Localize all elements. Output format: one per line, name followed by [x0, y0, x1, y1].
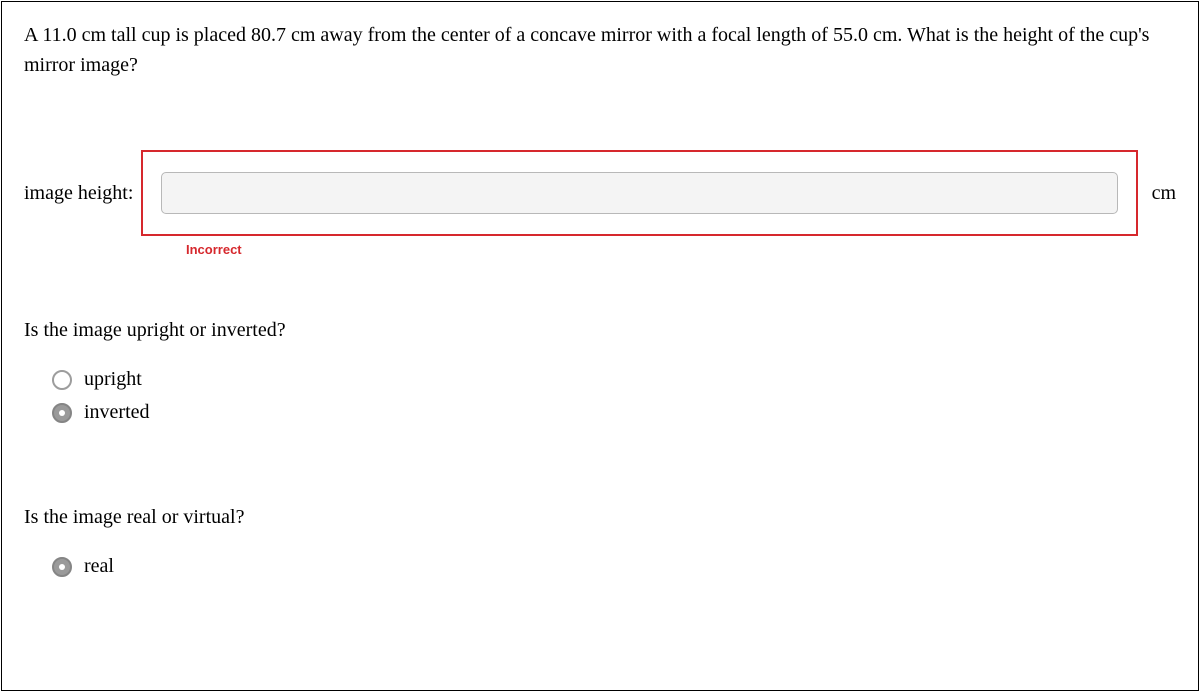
option-label: inverted	[84, 401, 150, 424]
answer-unit: cm	[1152, 182, 1176, 205]
question-text: A 11.0 cm tall cup is placed 80.7 cm awa…	[24, 20, 1176, 80]
sub-question-1: Is the image upright or inverted?	[24, 319, 1176, 342]
radio-icon[interactable]	[52, 403, 72, 423]
sub2-options: real	[52, 555, 1176, 578]
answer-row: image height: cm	[24, 150, 1176, 236]
radio-icon[interactable]	[52, 557, 72, 577]
option-label: real	[84, 555, 114, 578]
answer-input-wrap	[141, 150, 1137, 236]
image-height-input[interactable]	[161, 172, 1117, 214]
option-label: upright	[84, 368, 142, 391]
option-real[interactable]: real	[52, 555, 1176, 578]
question-card: A 11.0 cm tall cup is placed 80.7 cm awa…	[1, 1, 1199, 691]
option-upright[interactable]: upright	[52, 368, 1176, 391]
sub1-options: upright inverted	[52, 368, 1176, 424]
feedback-text: Incorrect	[186, 242, 1176, 257]
answer-label: image height:	[24, 182, 133, 205]
radio-icon[interactable]	[52, 370, 72, 390]
sub-question-2: Is the image real or virtual?	[24, 506, 1176, 529]
option-inverted[interactable]: inverted	[52, 401, 1176, 424]
